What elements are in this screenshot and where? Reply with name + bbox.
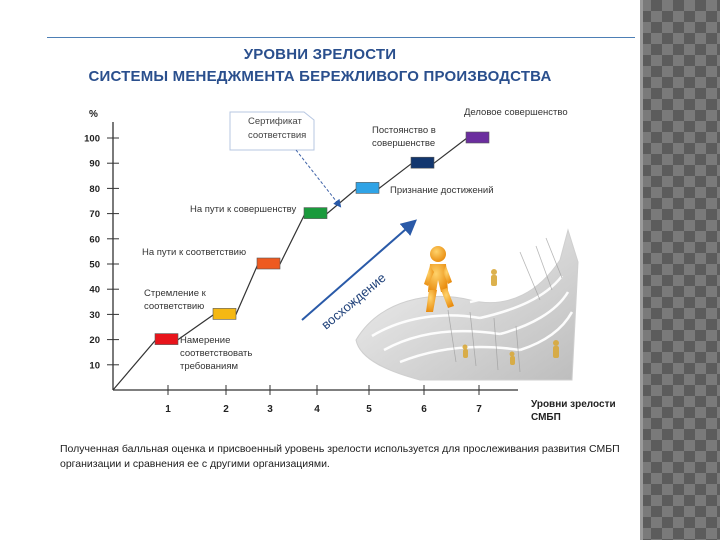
chart-axes bbox=[112, 122, 518, 391]
staircase-illustration bbox=[355, 228, 579, 381]
step-labels: Намерение соответствовать требованиям Стрем… bbox=[142, 107, 568, 372]
step-label-level-2: Стремление к соответствию bbox=[144, 288, 207, 312]
y-axis-ticks: 10 20 30 40 50 60 70 80 90 100 bbox=[84, 134, 119, 371]
decorative-side-rail bbox=[640, 0, 720, 540]
slide-title-line2: СИСТЕМЫ МЕНЕДЖМЕНТА БЕРЕЖЛИВОГО ПРОИЗВОД… bbox=[88, 68, 552, 85]
x-axis-label-line1: Уровни зрелости bbox=[531, 399, 616, 410]
slide: УРОВНИ ЗРЕЛОСТИ СИСТЕМЫ МЕНЕДЖМЕНТА БЕРЕ… bbox=[47, 37, 635, 470]
y-tick-label: 30 bbox=[89, 310, 100, 321]
step-marker-level-5 bbox=[355, 182, 380, 194]
slide-caption: Полученная балльная оценка и присвоенный… bbox=[60, 443, 620, 470]
y-tick-label: 40 bbox=[89, 285, 100, 296]
step-label-level-7: Деловое совершенство bbox=[464, 107, 568, 118]
step-marker-level-6 bbox=[410, 156, 435, 169]
y-tick-label: 80 bbox=[89, 184, 100, 195]
x-axis-label-line2: СМБП bbox=[531, 412, 561, 423]
y-axis-label: % bbox=[89, 109, 98, 120]
x-tick-label: 1 bbox=[165, 404, 171, 415]
x-axis-ticks: 1 2 3 4 5 6 7 bbox=[165, 385, 482, 415]
x-tick-label: 2 bbox=[223, 404, 229, 415]
x-tick-label: 7 bbox=[476, 404, 482, 415]
certificate-line2: соответствия bbox=[248, 130, 306, 141]
certificate-line1: Сертификат bbox=[248, 116, 302, 127]
step-label-level-4: На пути к совершенству bbox=[190, 204, 297, 215]
y-tick-label: 50 bbox=[89, 260, 100, 271]
step-marker-level-3 bbox=[256, 257, 281, 270]
step-marker-level-4 bbox=[303, 207, 328, 219]
certificate-callout: Сертификат соответствия bbox=[229, 111, 342, 208]
step-marker-level-2 bbox=[212, 308, 237, 320]
y-tick-label: 100 bbox=[84, 134, 100, 145]
step-label-level-6: Постоянство в совершенстве bbox=[372, 125, 436, 149]
x-tick-label: 5 bbox=[366, 404, 372, 415]
maturity-chart: 10 20 30 40 50 60 70 80 90 100 1 2 3 4 5 6 7 bbox=[84, 107, 616, 423]
slide-title-line1: УРОВНИ ЗРЕЛОСТИ bbox=[243, 46, 397, 63]
y-tick-label: 10 bbox=[89, 360, 100, 371]
step-label-level-3: На пути к соответствию bbox=[142, 247, 246, 258]
x-tick-label: 6 bbox=[421, 404, 427, 415]
step-marker-level-7 bbox=[465, 131, 490, 144]
step-label-level-5: Признание достижений bbox=[390, 185, 494, 196]
step-label-level-1: Намерение соответствовать требованиям bbox=[180, 335, 252, 372]
step-marker-level-1 bbox=[154, 333, 179, 345]
step-markers bbox=[154, 131, 490, 345]
y-tick-label: 70 bbox=[89, 209, 100, 220]
x-tick-label: 4 bbox=[314, 404, 320, 415]
header-rule bbox=[47, 37, 635, 38]
x-tick-label: 3 bbox=[267, 404, 273, 415]
y-tick-label: 60 bbox=[89, 234, 100, 245]
y-tick-label: 20 bbox=[89, 335, 100, 346]
climbing-figure bbox=[424, 246, 454, 312]
y-tick-label: 90 bbox=[89, 159, 100, 170]
